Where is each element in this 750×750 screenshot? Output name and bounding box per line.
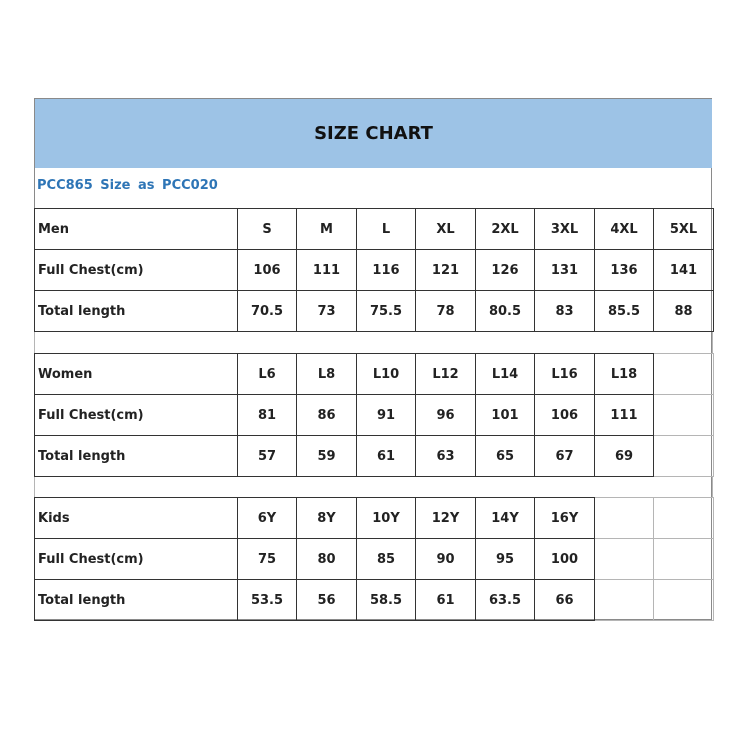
- women-size-cell: 86: [296, 394, 357, 436]
- women-size-cell: 59: [296, 435, 357, 477]
- kids-size-cell: 12Y: [415, 497, 476, 539]
- women-size-cell: 69: [594, 435, 654, 477]
- women-size-cell: 65: [475, 435, 535, 477]
- women-size-cell: L18: [594, 353, 654, 395]
- women-size-cell: [653, 435, 714, 477]
- men-size-cell: M: [296, 208, 357, 250]
- men-size-cell: 73: [296, 290, 357, 332]
- men-size-cell: 83: [534, 290, 595, 332]
- kids-size-cell: 66: [534, 579, 595, 621]
- kids-size-cell: 14Y: [475, 497, 535, 539]
- kids-size-cell: 61: [415, 579, 476, 621]
- men-size-cell: 111: [296, 249, 357, 291]
- men-size-cell: 131: [534, 249, 595, 291]
- kids-size-cell: 75: [237, 538, 297, 580]
- women-size-cell: 63: [415, 435, 476, 477]
- women-size-cell: 111: [594, 394, 654, 436]
- women-size-cell: 101: [475, 394, 535, 436]
- women-size-cell: [653, 353, 714, 395]
- spacer-row: [34, 331, 713, 354]
- kids-size-cell: 10Y: [356, 497, 416, 539]
- women-size-cell: L8: [296, 353, 357, 395]
- men-size-cell: 106: [237, 249, 297, 291]
- women-row-label: Women: [34, 353, 238, 395]
- men-size-cell: 5XL: [653, 208, 714, 250]
- kids-row-label: Kids: [34, 497, 238, 539]
- men-size-cell: 141: [653, 249, 714, 291]
- men-size-cell: XL: [415, 208, 476, 250]
- women-size-cell: L12: [415, 353, 476, 395]
- kids-size-cell: [653, 579, 714, 621]
- kids-size-cell: 16Y: [534, 497, 595, 539]
- size-chart-title: SIZE CHART: [35, 99, 712, 168]
- men-size-cell: 80.5: [475, 290, 535, 332]
- kids-size-cell: 53.5: [237, 579, 297, 621]
- kids-size-cell: 85: [356, 538, 416, 580]
- women-size-cell: [653, 394, 714, 436]
- kids-size-cell: 90: [415, 538, 476, 580]
- kids-size-cell: [653, 497, 714, 539]
- women-size-cell: L6: [237, 353, 297, 395]
- kids-size-cell: [594, 538, 654, 580]
- spacer-row: [34, 476, 713, 498]
- women-row-label: Full Chest(cm): [34, 394, 238, 436]
- kids-size-cell: [594, 497, 654, 539]
- kids-row-label: Total length: [34, 579, 238, 621]
- men-size-cell: 88: [653, 290, 714, 332]
- women-size-cell: L10: [356, 353, 416, 395]
- men-size-cell: 136: [594, 249, 654, 291]
- women-size-cell: 96: [415, 394, 476, 436]
- women-size-cell: L16: [534, 353, 595, 395]
- kids-size-cell: 100: [534, 538, 595, 580]
- men-size-cell: 4XL: [594, 208, 654, 250]
- men-size-cell: 2XL: [475, 208, 535, 250]
- kids-row-label: Full Chest(cm): [34, 538, 238, 580]
- men-size-cell: 121: [415, 249, 476, 291]
- women-size-cell: 106: [534, 394, 595, 436]
- men-size-cell: 116: [356, 249, 416, 291]
- kids-size-cell: [594, 579, 654, 621]
- kids-size-cell: 58.5: [356, 579, 416, 621]
- size-chart-subtitle: PCC865 Size as PCC020: [37, 178, 218, 193]
- men-size-cell: S: [237, 208, 297, 250]
- men-size-cell: L: [356, 208, 416, 250]
- kids-size-cell: 56: [296, 579, 357, 621]
- kids-size-cell: 95: [475, 538, 535, 580]
- women-size-cell: 91: [356, 394, 416, 436]
- kids-size-cell: 6Y: [237, 497, 297, 539]
- men-row-label: Full Chest(cm): [34, 249, 238, 291]
- men-size-cell: 75.5: [356, 290, 416, 332]
- women-size-cell: 67: [534, 435, 595, 477]
- men-row-label: Total length: [34, 290, 238, 332]
- kids-size-cell: 63.5: [475, 579, 535, 621]
- men-size-cell: 126: [475, 249, 535, 291]
- kids-size-cell: 8Y: [296, 497, 357, 539]
- men-size-cell: 78: [415, 290, 476, 332]
- women-row-label: Total length: [34, 435, 238, 477]
- kids-size-cell: 80: [296, 538, 357, 580]
- men-size-cell: 85.5: [594, 290, 654, 332]
- men-size-cell: 3XL: [534, 208, 595, 250]
- women-size-cell: L14: [475, 353, 535, 395]
- kids-size-cell: [653, 538, 714, 580]
- men-row-label: Men: [34, 208, 238, 250]
- women-size-cell: 81: [237, 394, 297, 436]
- men-size-cell: 70.5: [237, 290, 297, 332]
- women-size-cell: 61: [356, 435, 416, 477]
- women-size-cell: 57: [237, 435, 297, 477]
